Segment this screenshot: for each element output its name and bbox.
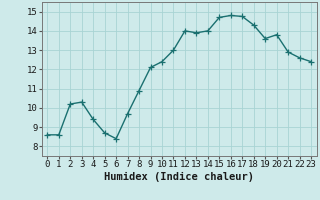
X-axis label: Humidex (Indice chaleur): Humidex (Indice chaleur) [104, 172, 254, 182]
